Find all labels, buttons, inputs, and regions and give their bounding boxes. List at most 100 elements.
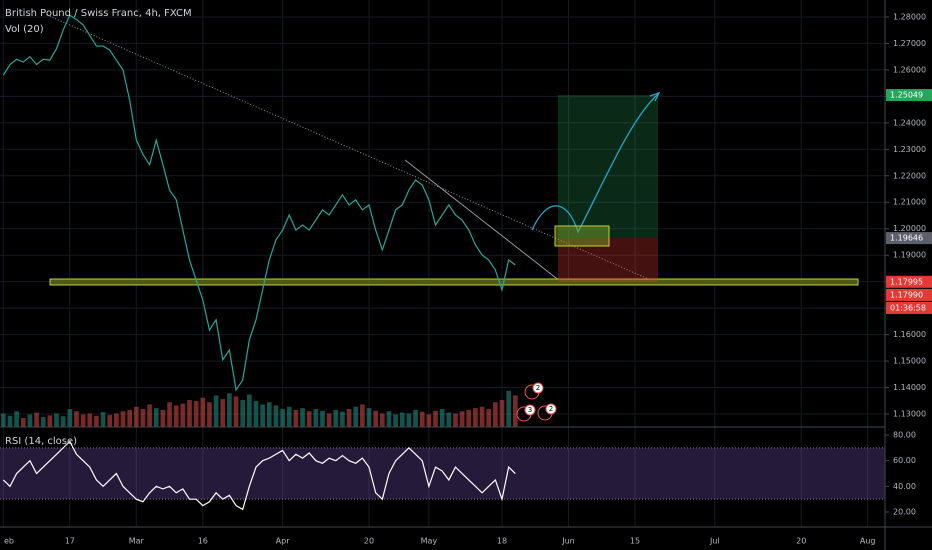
price-label: 1.19646 [890, 234, 923, 243]
y-tick-label: 80.00 [893, 431, 916, 440]
x-tick-label: 15 [630, 537, 640, 546]
volume-bar [180, 403, 186, 427]
volume-bar [273, 405, 279, 427]
volume-bar [426, 414, 432, 427]
volume-bar [187, 400, 192, 427]
volume-bar [512, 395, 518, 427]
volume-bar [107, 414, 113, 427]
volume-bar [253, 400, 259, 427]
y-tick-label: 1.21000 [893, 198, 926, 207]
volume-bar [466, 409, 472, 427]
volume-bar [200, 397, 206, 427]
volume-bar [54, 413, 59, 427]
rsi-title: RSI (14, close) [5, 436, 77, 447]
arrow-head [649, 91, 661, 102]
volume-bar [479, 406, 485, 427]
volume-bar [260, 404, 265, 427]
price-label-box [886, 232, 932, 245]
volume-bar [333, 409, 339, 427]
plot [0, 14, 885, 511]
volume-bar [406, 413, 412, 427]
support-zone [49, 278, 859, 286]
volume-bar [27, 414, 33, 427]
volume-bar [67, 409, 73, 427]
volume-bar [499, 400, 505, 427]
volume-bar [313, 409, 319, 427]
y-tick-label: 1.23000 [893, 145, 926, 154]
y-tick-label: 1.15000 [893, 357, 926, 366]
volume-bar [213, 395, 219, 427]
x-tick-label: Mar [129, 537, 145, 546]
volume-bar [133, 406, 139, 427]
volume-bar [286, 406, 292, 427]
volume-bar [413, 409, 418, 427]
x-tick-label: Jul [709, 537, 720, 546]
volume-bar [74, 411, 79, 427]
volume-bar [320, 410, 325, 427]
rsi-band [0, 447, 885, 500]
volume-bar [353, 406, 359, 427]
x-tick-label: Aug [860, 537, 876, 546]
volume-bar [60, 416, 66, 427]
price-line [2, 14, 516, 392]
y-tick-label: 1.22000 [893, 171, 926, 180]
volume-bar [379, 413, 385, 427]
price-label-box [886, 89, 932, 102]
volume-bar [227, 393, 232, 427]
volume-bar [7, 415, 13, 427]
y-tick-label: 40.00 [893, 482, 916, 491]
volume-bar [433, 410, 438, 427]
volume-bar [280, 409, 285, 427]
volume-bar [34, 412, 39, 427]
y-tick-label: 1.19000 [893, 251, 926, 260]
trend-line [46, 14, 663, 286]
y-tick-label: 1.24000 [893, 118, 926, 127]
price-label-box [886, 288, 932, 301]
price-label: 1.17995 [890, 277, 923, 286]
x-tick-label: 17 [65, 537, 75, 546]
y-tick-label: 1.16000 [893, 330, 926, 339]
x-tick-label: Jun [561, 537, 575, 546]
volume-bar [173, 405, 179, 427]
y-tick-label: 1.20000 [893, 224, 926, 233]
volume-bar [506, 391, 511, 427]
price-label: 1.25049 [890, 91, 923, 100]
volume-bar [0, 413, 6, 427]
volume-bar [80, 414, 86, 427]
volume-bar [167, 402, 172, 427]
volume-bar [493, 402, 498, 427]
volume-bar [47, 415, 53, 427]
event-count-bubble [532, 382, 544, 394]
volume-bar [419, 411, 425, 427]
volume-bar [100, 412, 106, 427]
volume-bar [114, 413, 119, 427]
volume-bar [87, 413, 93, 427]
x-tick-label: 20 [364, 537, 374, 546]
grid [0, 0, 885, 527]
volume-bar [373, 410, 379, 427]
target-box [558, 95, 658, 239]
volume-bar [393, 414, 398, 427]
volume-bar [473, 408, 478, 427]
volume-title: Vol (20) [5, 24, 44, 35]
y-tick-label: 1.28000 [893, 12, 926, 21]
x-tick-label: eb [4, 537, 14, 546]
volume-bar [366, 408, 372, 427]
volume-bar [153, 408, 159, 427]
y-tick-label: 60.00 [893, 456, 916, 465]
volume-bar [94, 415, 99, 427]
volume-bar [247, 394, 252, 427]
price-label: 1.17990 [890, 290, 923, 299]
volume-bar [459, 411, 465, 427]
volume-bar [14, 411, 19, 427]
volume-bar [193, 400, 199, 427]
volume-bar [446, 412, 452, 427]
y-tick-label: 1.26000 [893, 65, 926, 74]
countdown: 01:36:58 [890, 303, 926, 312]
volume-bar [306, 411, 312, 427]
x-tick-label: 20 [796, 537, 806, 546]
y-tick-label: 1.27000 [893, 39, 926, 48]
volume-bar [386, 411, 392, 427]
event-count-bubble [545, 403, 557, 415]
